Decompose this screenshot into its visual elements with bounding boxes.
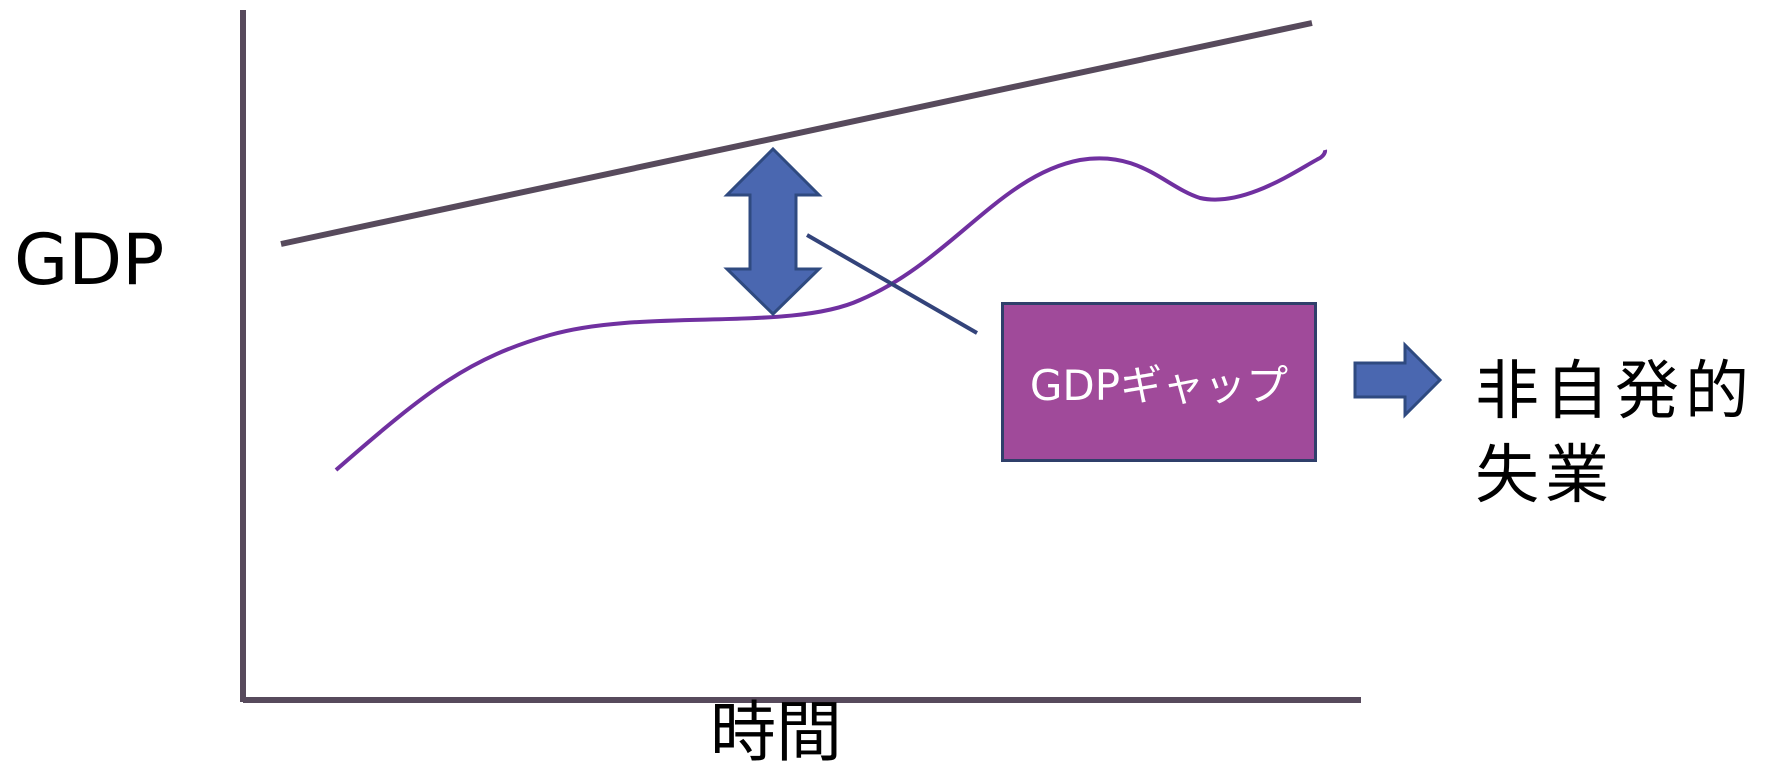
potential-gdp-line: [280, 20, 1313, 247]
outcome-label: 非自発的 失業: [1475, 350, 1755, 518]
right-arrow-icon: [1353, 341, 1443, 419]
gap-double-arrow-icon: [723, 146, 823, 317]
gap-connector-line: [806, 233, 978, 335]
x-axis-label: 時間: [710, 694, 842, 771]
actual-gdp-curve: [334, 149, 1328, 472]
outcome-line-1: 非自発的: [1475, 355, 1755, 429]
gdp-gap-box: GDPギャップ: [1001, 302, 1317, 462]
outcome-line-2: 失業: [1475, 439, 1615, 513]
gdp-gap-label: GDPギャップ: [1029, 360, 1289, 410]
y-axis-label: GDP: [14, 219, 165, 301]
